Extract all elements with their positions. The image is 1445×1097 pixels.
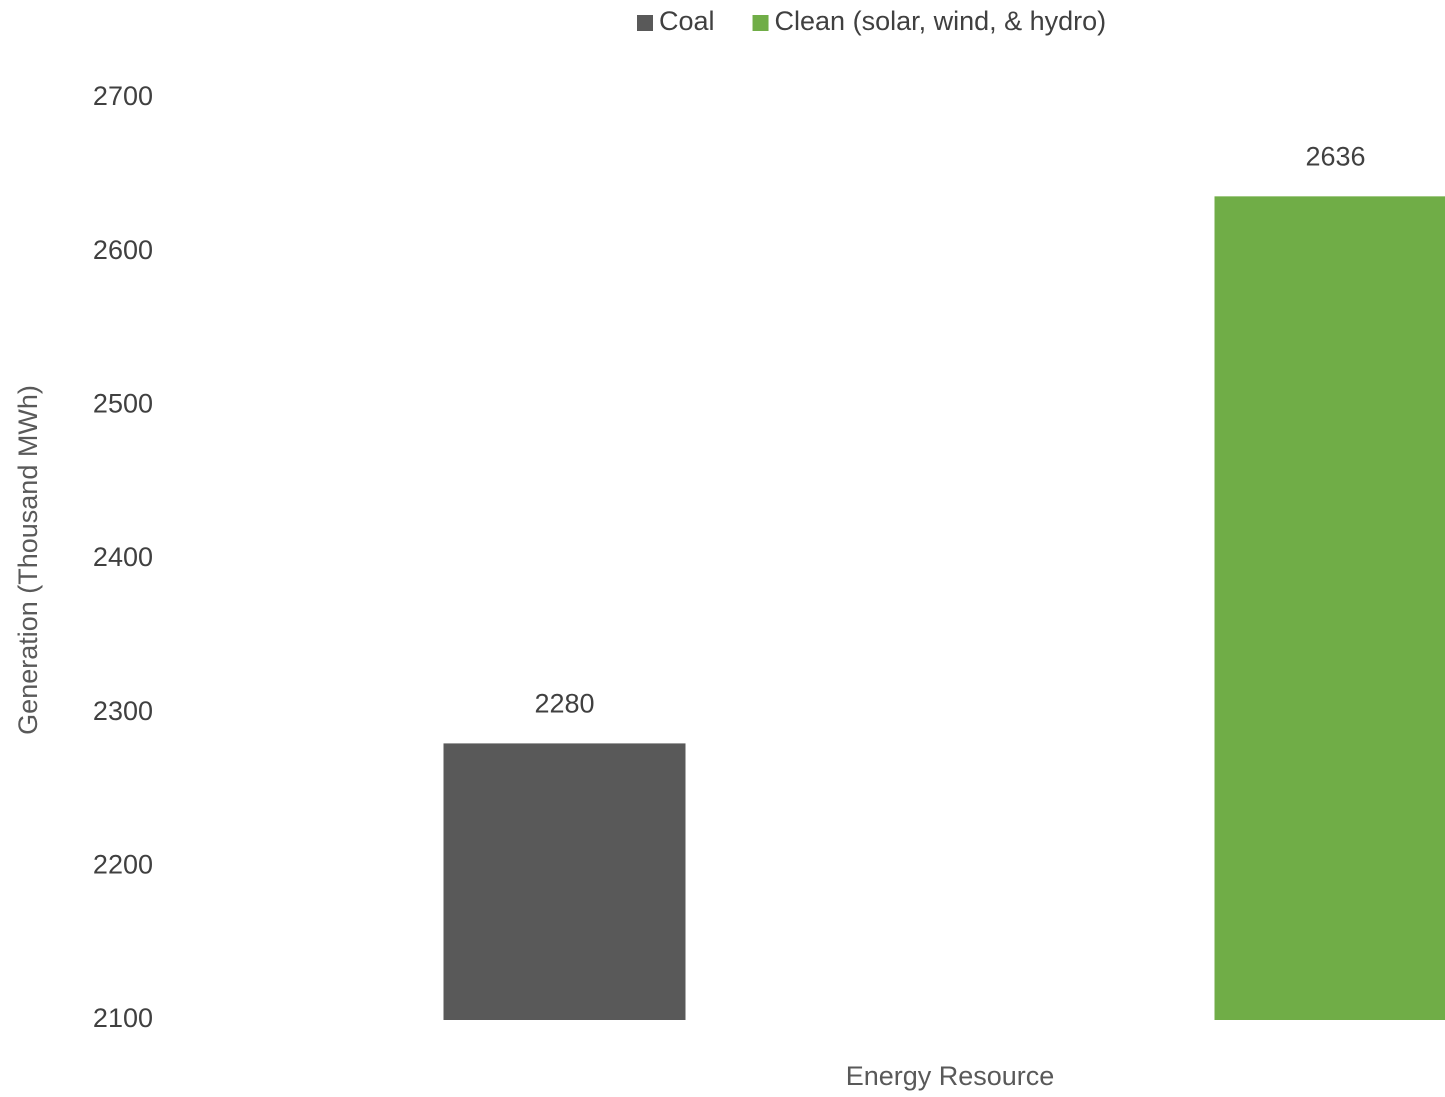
data-label: 2280 xyxy=(534,689,594,719)
legend-swatch xyxy=(637,15,653,31)
y-tick-label: 2700 xyxy=(93,81,153,111)
y-tick-label: 2300 xyxy=(93,696,153,726)
y-tick-label: 2400 xyxy=(93,542,153,572)
legend-swatch xyxy=(752,15,769,31)
y-tick-label: 2200 xyxy=(93,849,153,879)
y-tick-label: 2100 xyxy=(93,1003,153,1033)
bar xyxy=(443,743,686,1020)
y-axis-title: Generation (Thousand MWh) xyxy=(13,385,43,735)
bar xyxy=(1214,196,1445,1020)
legend-label: Clean (solar, wind, & hydro) xyxy=(775,6,1107,36)
legend-label: Coal xyxy=(659,6,715,36)
y-tick-label: 2600 xyxy=(93,235,153,265)
x-axis-title: Energy Resource xyxy=(846,1061,1055,1091)
y-tick-label: 2500 xyxy=(93,388,153,418)
data-label: 2636 xyxy=(1305,141,1365,171)
